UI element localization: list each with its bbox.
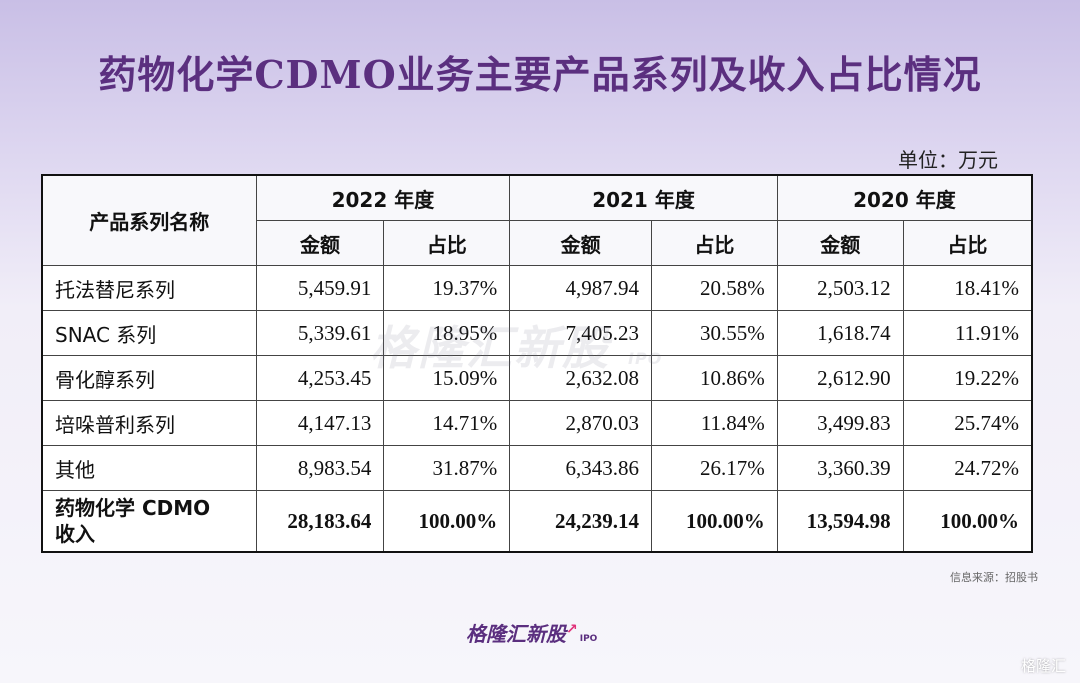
table-cell: 2,612.90	[776, 355, 904, 401]
table-cell: 25.74%	[902, 400, 1033, 446]
brand-text: 格隆汇新股	[466, 622, 566, 646]
table-cell: 4,147.13	[255, 400, 385, 446]
corner-watermark: 格隆汇	[1020, 657, 1066, 675]
col-header-share: 占比	[902, 220, 1033, 266]
col-header-product-name: 产品系列名称	[41, 174, 257, 266]
table-cell: 18.95%	[383, 310, 511, 356]
total-row: 药物化学 CDMO 收入 28,183.64 100.00% 24,239.14…	[41, 490, 1033, 553]
total-row-label: 药物化学 CDMO 收入	[41, 490, 257, 553]
table-cell: 26.17%	[650, 445, 778, 491]
row-label: SNAC 系列	[41, 310, 257, 356]
revenue-table: 产品系列名称 2022 年度 2021 年度 2020 年度 金额 占比 金额 …	[41, 174, 1033, 553]
col-header-share: 占比	[650, 220, 778, 266]
table-row: 培哚普利系列 4,147.13 14.71% 2,870.03 11.84% 3…	[41, 400, 1033, 446]
total-cell: 100.00%	[383, 490, 511, 553]
total-cell: 13,594.98	[776, 490, 904, 553]
table-cell: 3,499.83	[776, 400, 904, 446]
col-header-amount: 金额	[255, 220, 385, 266]
table-cell: 5,339.61	[255, 310, 385, 356]
total-label-line2: 收入	[55, 522, 95, 546]
col-header-amount: 金额	[509, 220, 652, 266]
table-row: 其他 8,983.54 31.87% 6,343.86 26.17% 3,360…	[41, 445, 1033, 491]
table-cell: 4,987.94	[509, 265, 652, 311]
table-cell: 10.86%	[650, 355, 778, 401]
total-cell: 28,183.64	[255, 490, 385, 553]
table-cell: 31.87%	[383, 445, 511, 491]
source-note: 信息来源：招股书	[950, 571, 1038, 584]
col-header-share: 占比	[383, 220, 511, 266]
row-label: 培哚普利系列	[41, 400, 257, 446]
table-cell: 7,405.23	[509, 310, 652, 356]
col-header-2021: 2021 年度	[509, 174, 778, 221]
table-cell: 11.84%	[650, 400, 778, 446]
table-cell: 1,618.74	[776, 310, 904, 356]
table-cell: 20.58%	[650, 265, 778, 311]
col-header-2020: 2020 年度	[776, 174, 1033, 221]
table-cell: 8,983.54	[255, 445, 385, 491]
brand-suffix: IPO	[579, 634, 598, 644]
table-cell: 2,870.03	[509, 400, 652, 446]
table-row: 托法替尼系列 5,459.91 19.37% 4,987.94 20.58% 2…	[41, 265, 1033, 311]
table-row: 骨化醇系列 4,253.45 15.09% 2,632.08 10.86% 2,…	[41, 355, 1033, 401]
page-title: 药物化学CDMO业务主要产品系列及收入占比情况	[98, 52, 982, 97]
table-cell: 14.71%	[383, 400, 511, 446]
table-cell: 2,632.08	[509, 355, 652, 401]
table-cell: 18.41%	[902, 265, 1033, 311]
col-header-2022: 2022 年度	[255, 174, 511, 221]
table-cell: 5,459.91	[255, 265, 385, 311]
row-label: 托法替尼系列	[41, 265, 257, 311]
table-cell: 6,343.86	[509, 445, 652, 491]
table-cell: 19.37%	[383, 265, 511, 311]
table-cell: 4,253.45	[255, 355, 385, 401]
table-cell: 3,360.39	[776, 445, 904, 491]
table-cell: 2,503.12	[776, 265, 904, 311]
table-cell: 11.91%	[902, 310, 1033, 356]
table-cell: 15.09%	[383, 355, 511, 401]
table-row: SNAC 系列 5,339.61 18.95% 7,405.23 30.55% …	[41, 310, 1033, 356]
total-cell: 24,239.14	[509, 490, 652, 553]
brand-logo: 格隆汇新股↗IPO	[466, 618, 597, 647]
col-header-amount: 金额	[776, 220, 904, 266]
trend-arrow-icon: ↗	[566, 621, 578, 638]
row-label: 骨化醇系列	[41, 355, 257, 401]
row-label: 其他	[41, 445, 257, 491]
table-cell: 30.55%	[650, 310, 778, 356]
table-cell: 24.72%	[902, 445, 1033, 491]
table-cell: 19.22%	[902, 355, 1033, 401]
total-cell: 100.00%	[650, 490, 778, 553]
total-label-line1: 药物化学 CDMO	[55, 496, 211, 520]
total-cell: 100.00%	[902, 490, 1033, 553]
unit-label: 单位：万元	[898, 148, 998, 172]
